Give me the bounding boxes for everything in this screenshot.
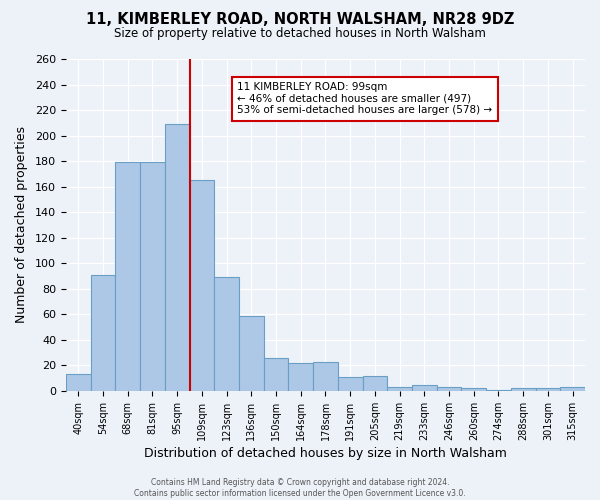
- Bar: [190, 180, 214, 391]
- Bar: [165, 124, 190, 391]
- Bar: [263, 358, 289, 391]
- Bar: [362, 376, 387, 391]
- Bar: [338, 377, 362, 391]
- Bar: [66, 374, 91, 391]
- Text: Size of property relative to detached houses in North Walsham: Size of property relative to detached ho…: [114, 28, 486, 40]
- Bar: [140, 162, 165, 391]
- Text: Contains HM Land Registry data © Crown copyright and database right 2024.
Contai: Contains HM Land Registry data © Crown c…: [134, 478, 466, 498]
- Bar: [536, 388, 560, 391]
- Bar: [461, 388, 486, 391]
- Bar: [313, 362, 338, 391]
- Bar: [511, 388, 536, 391]
- Bar: [91, 275, 115, 391]
- Y-axis label: Number of detached properties: Number of detached properties: [15, 126, 28, 324]
- Text: 11 KIMBERLEY ROAD: 99sqm
← 46% of detached houses are smaller (497)
53% of semi-: 11 KIMBERLEY ROAD: 99sqm ← 46% of detach…: [237, 82, 493, 116]
- Bar: [486, 390, 511, 391]
- X-axis label: Distribution of detached houses by size in North Walsham: Distribution of detached houses by size …: [144, 447, 507, 460]
- Bar: [115, 162, 140, 391]
- Bar: [239, 316, 263, 391]
- Text: 11, KIMBERLEY ROAD, NORTH WALSHAM, NR28 9DZ: 11, KIMBERLEY ROAD, NORTH WALSHAM, NR28 …: [86, 12, 514, 28]
- Bar: [560, 387, 585, 391]
- Bar: [387, 387, 412, 391]
- Bar: [437, 387, 461, 391]
- Bar: [289, 363, 313, 391]
- Bar: [214, 278, 239, 391]
- Bar: [412, 384, 437, 391]
